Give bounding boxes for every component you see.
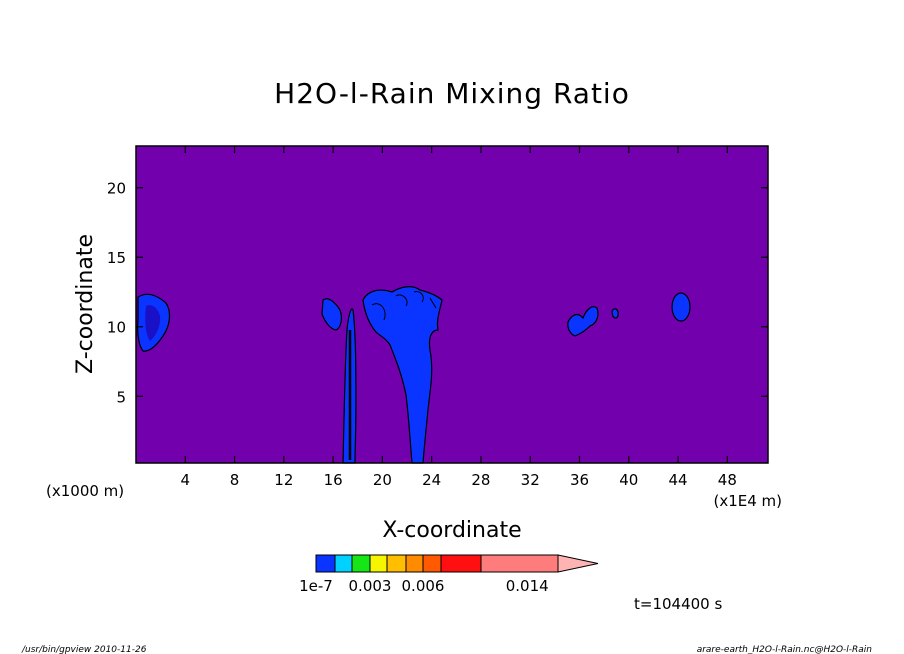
colorbar-segment: [386, 554, 407, 573]
x-tick-label: 32: [521, 471, 540, 489]
x-tick-label: 4: [181, 471, 191, 489]
y-tick-marks: 5 10 15 20: [107, 180, 768, 406]
colorbar-segment: [422, 554, 442, 573]
colorbar-segment: [405, 554, 424, 573]
colorbar-label: 0.003: [349, 577, 392, 595]
colorbar-arrow: [557, 554, 599, 573]
colorbar-segment: [440, 554, 482, 573]
footer-right: arare-earth_H2O-l-Rain.nc@H2O-l-Rain: [697, 645, 873, 654]
x-tick-label: 48: [718, 471, 737, 489]
colorbar-segment: [369, 554, 388, 573]
x-tick-label: 28: [471, 471, 490, 489]
plot-background: [136, 146, 768, 463]
x-tick-label: 40: [619, 471, 638, 489]
x-tick-label: 20: [373, 471, 392, 489]
rain-patch-36: [567, 306, 599, 337]
rain-patch-15: [321, 298, 342, 331]
x-axis-unit-right: (x1E4 m): [713, 492, 782, 510]
x-axis-label: X-coordinate: [382, 518, 521, 543]
y-tick-label: 15: [107, 249, 126, 267]
rain-patch-left-inner: [145, 305, 161, 341]
footer-left: /usr/bin/gpview 2010-11-26: [21, 645, 147, 654]
rain-patch-44: [671, 292, 691, 322]
x-tick-label: 44: [669, 471, 688, 489]
rain-patch-38: [611, 308, 619, 319]
x-tick-label: 24: [422, 471, 441, 489]
y-tick-label: 10: [107, 319, 126, 337]
colorbar-label: 1e-7: [299, 577, 333, 595]
x-tick-label: 8: [230, 471, 240, 489]
colorbar-segment: [351, 554, 371, 573]
colorbar: 1e-7 0.003 0.006 0.014: [299, 554, 599, 595]
y-axis-label: Z-coordinate: [73, 234, 98, 374]
rain-column-23: [362, 286, 443, 464]
x-tick-marks: 4 8 12 16 20 24 28 32 36 40 44 48: [181, 146, 737, 489]
x-axis-unit-left: (x1000 m): [46, 482, 124, 500]
y-tick-label: 5: [116, 388, 126, 406]
x-tick-label: 36: [570, 471, 589, 489]
rain-column-23-detail: [371, 291, 437, 321]
rain-features: [137, 286, 691, 464]
colorbar-segment: [480, 554, 559, 573]
y-tick-label: 20: [107, 180, 126, 198]
chart-title: H2O-l-Rain Mixing Ratio: [274, 77, 630, 110]
colorbar-label: 0.014: [506, 577, 549, 595]
x-tick-label: 16: [324, 471, 343, 489]
colorbar-label: 0.006: [402, 577, 445, 595]
colorbar-segment: [334, 554, 353, 573]
plot-frame: [135, 145, 769, 464]
x-tick-label: 12: [274, 471, 293, 489]
colorbar-segment: [315, 554, 336, 573]
time-label: t=104400 s: [634, 595, 722, 613]
